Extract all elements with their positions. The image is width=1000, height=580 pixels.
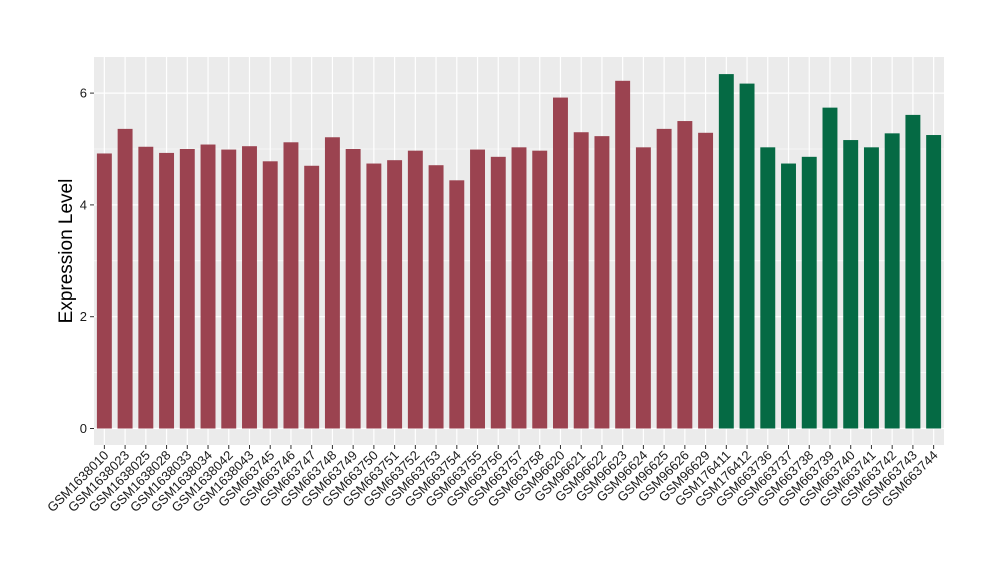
- bar: [449, 180, 465, 429]
- bar: [718, 74, 734, 429]
- bar: [428, 165, 444, 429]
- y-tick-label: 0: [80, 421, 87, 436]
- bar: [117, 128, 133, 429]
- bar: [345, 149, 361, 429]
- bar: [635, 147, 651, 429]
- y-axis-title: Expression Level: [56, 179, 77, 324]
- bar: [698, 132, 714, 429]
- y-axis: 0 2 4 6: [80, 86, 94, 436]
- x-axis: GSM1638010GSM1638023GSM1638025GSM1638028…: [44, 445, 941, 515]
- bar: [179, 149, 195, 429]
- bar: [863, 147, 879, 429]
- bar: [905, 114, 921, 429]
- bar: [801, 156, 817, 429]
- bar: [615, 80, 631, 429]
- bar: [760, 147, 776, 429]
- bar: [532, 150, 548, 429]
- bar: [656, 128, 672, 429]
- bar: [324, 137, 340, 429]
- bar: [884, 133, 900, 429]
- bar: [366, 163, 382, 429]
- bar: [96, 153, 112, 429]
- bar: [822, 107, 838, 429]
- bar: [490, 156, 506, 429]
- bar: [407, 150, 423, 429]
- bar: [159, 152, 175, 429]
- bar: [200, 144, 216, 429]
- y-tick-label: 6: [80, 86, 87, 101]
- bar: [739, 83, 755, 429]
- bar: [594, 136, 610, 429]
- bar: [926, 135, 942, 429]
- bars: [96, 74, 942, 429]
- bar: [138, 146, 154, 429]
- bar: [511, 147, 527, 429]
- bar: [262, 161, 278, 429]
- bar: [470, 149, 485, 429]
- bar: [304, 165, 320, 429]
- bar: [677, 121, 693, 429]
- y-tick-label: 4: [80, 197, 87, 212]
- y-tick-label: 2: [80, 309, 87, 324]
- bar: [387, 160, 403, 429]
- bar: [553, 97, 568, 429]
- bar: [221, 149, 237, 429]
- bar: [781, 163, 796, 429]
- bar: [573, 132, 589, 429]
- bar: [283, 142, 299, 429]
- bar: [843, 140, 859, 429]
- bar: [242, 146, 257, 429]
